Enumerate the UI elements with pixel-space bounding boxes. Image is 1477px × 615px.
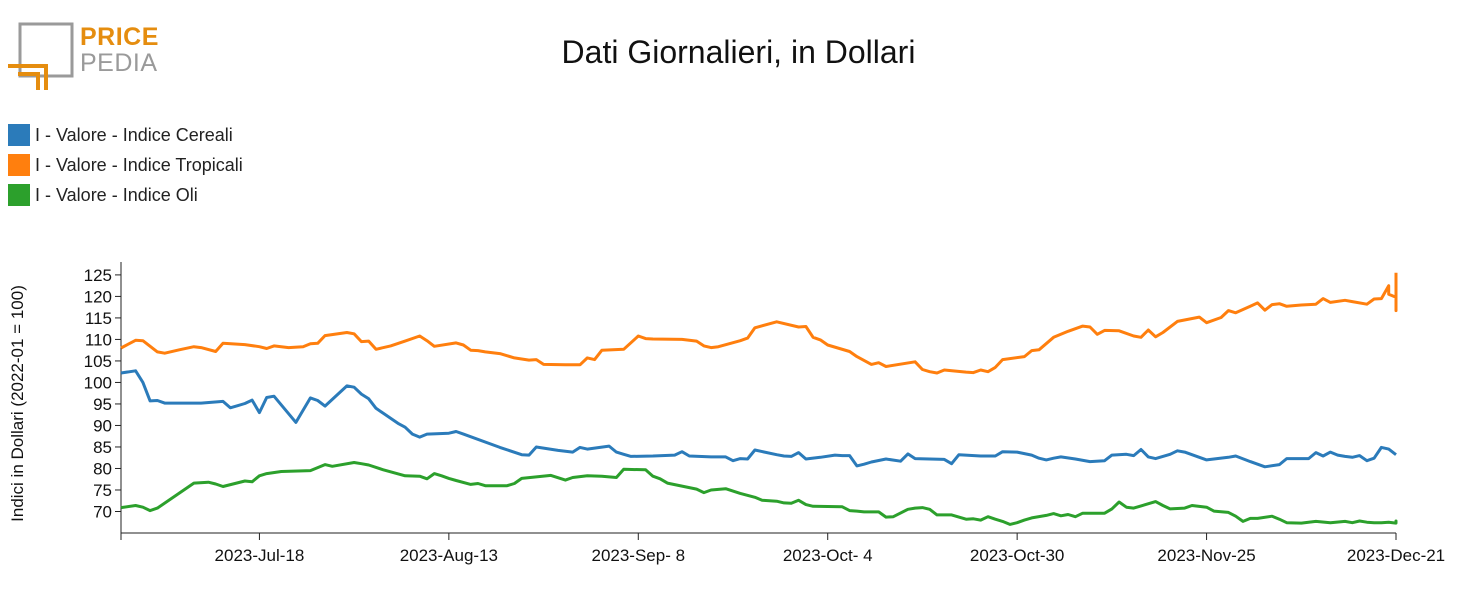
x-axis-ticks: 2023-Jul-18 2023-Aug-13 2023-Sep- 8 2023-Oc…: [120, 533, 1445, 565]
y-tick-label: 80: [93, 459, 112, 478]
legend-item-tropicali[interactable]: I - Valore - Indice Tropicali: [8, 150, 243, 180]
y-tick-label: 110: [85, 330, 112, 349]
y-tick-label: 105: [84, 352, 112, 371]
chart-legend: I - Valore - Indice Cereali I - Valore -…: [8, 120, 243, 210]
legend-label-oli: I - Valore - Indice Oli: [35, 184, 198, 205]
y-tick-label: 70: [93, 502, 112, 521]
y-tick-label: 120: [84, 287, 112, 306]
logo-word-price: PRICE: [80, 23, 159, 51]
pricepedia-logo: PRICE PEDIA: [8, 22, 168, 94]
logo-mark-icon: [8, 22, 74, 90]
legend-item-cereali[interactable]: I - Valore - Indice Cereali: [8, 120, 243, 150]
y-tick-label: 85: [93, 438, 112, 457]
legend-item-oli[interactable]: I - Valore - Indice Oli: [8, 180, 243, 210]
x-tick-label: 2023-Nov-25: [1157, 546, 1255, 565]
x-tick-label: 2023-Jul-18: [215, 546, 305, 565]
x-tick-label: 2023-Oct- 4: [783, 546, 873, 565]
legend-swatch-cereali: [8, 124, 30, 146]
y-tick-label: 75: [93, 481, 112, 500]
legend-label-cereali: I - Valore - Indice Cereali: [35, 124, 233, 145]
series-line-tropicali: [120, 272, 1398, 375]
x-tick-label: 2023-Sep- 8: [591, 546, 685, 565]
y-tick-label: 125: [84, 266, 112, 285]
legend-label-tropicali: I - Valore - Indice Tropicali: [35, 154, 243, 175]
y-axis-label: Indici in Dollari (2022-01 = 100): [8, 285, 27, 522]
chart-title: Dati Giornalieri, in Dollari: [561, 34, 916, 70]
logo-word-pedia: PEDIA: [80, 49, 158, 77]
x-tick-label: 2023-Dec-21: [1347, 546, 1445, 565]
y-tick-label: 90: [93, 416, 112, 435]
legend-swatch-oli: [8, 184, 30, 206]
series-lines: [120, 272, 1398, 526]
series-line-oli: [120, 461, 1398, 526]
y-tick-label: 100: [84, 373, 112, 392]
y-axis-ticks: 70 75 80 85 90 95 100 105 110 115 120 125: [84, 266, 121, 521]
x-tick-label: 2023-Oct-30: [970, 546, 1065, 565]
series-line-cereali: [120, 369, 1397, 469]
y-tick-label: 115: [85, 309, 112, 328]
x-tick-label: 2023-Aug-13: [400, 546, 498, 565]
legend-swatch-tropicali: [8, 154, 30, 176]
y-tick-label: 95: [93, 395, 112, 414]
